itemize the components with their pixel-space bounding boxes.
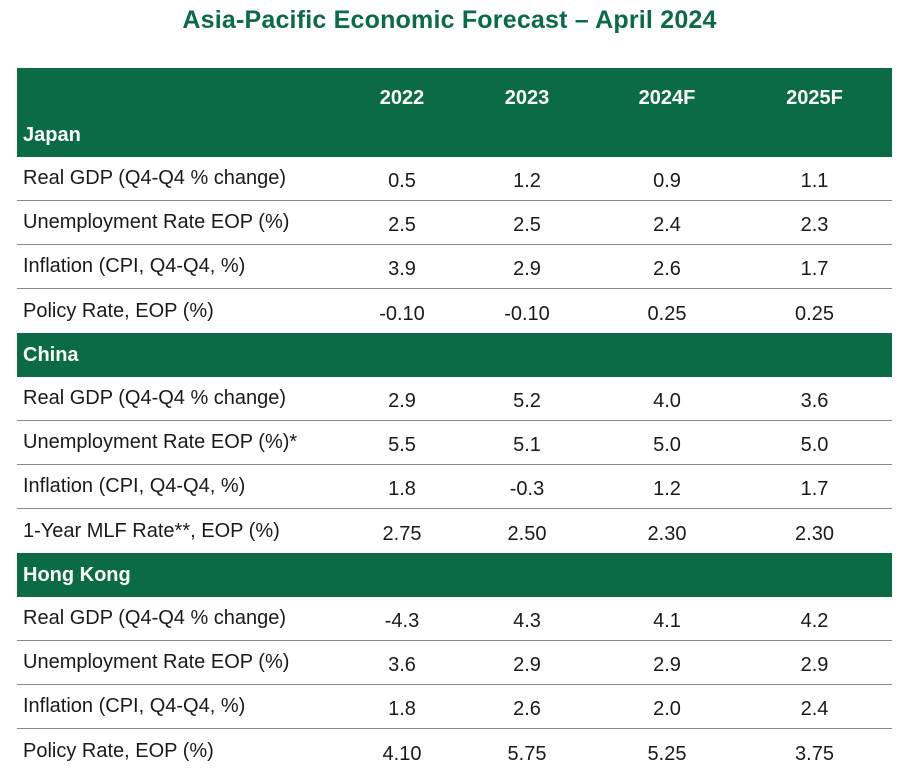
value-cell: 2.6 xyxy=(513,698,541,720)
table-row: Unemployment Rate EOP (%)* 5.5 5.1 5.0 5… xyxy=(17,421,892,465)
value-cell: 0.9 xyxy=(653,170,681,192)
row-label: Unemployment Rate EOP (%) xyxy=(23,211,290,233)
value-cell: 2.9 xyxy=(513,258,541,280)
value-cell: 2.4 xyxy=(653,214,681,236)
table-row: Unemployment Rate EOP (%) 2.5 2.5 2.4 2.… xyxy=(17,201,892,245)
value-cell: 1.8 xyxy=(388,698,416,720)
value-cell: 2.6 xyxy=(653,258,681,280)
value-cell: -0.10 xyxy=(379,302,425,325)
value-cell: 1.7 xyxy=(800,478,829,500)
value-cell: 2.9 xyxy=(653,654,681,676)
value-cell: 4.0 xyxy=(653,390,681,412)
value-cell: 3.6 xyxy=(800,390,829,412)
column-header: 2024F xyxy=(638,87,696,109)
value-cell: 1.2 xyxy=(513,170,541,192)
table-row: Unemployment Rate EOP (%) 3.6 2.9 2.9 2.… xyxy=(17,641,892,685)
value-cell: 0.25 xyxy=(795,302,834,325)
table-row: Policy Rate, EOP (%) -0.10 -0.10 0.25 0.… xyxy=(17,289,892,333)
value-cell: 2.9 xyxy=(800,654,829,676)
column-header: 2025F xyxy=(786,87,843,109)
row-label: Unemployment Rate EOP (%) xyxy=(23,651,290,673)
value-cell: 2.0 xyxy=(653,698,681,720)
forecast-table: 2022 2023 2024F 2025F Japan Real GDP (Q4… xyxy=(17,68,892,773)
value-cell: 5.25 xyxy=(647,742,687,765)
value-cell: 2.3 xyxy=(800,214,829,236)
value-cell: 4.2 xyxy=(800,610,829,632)
row-label: Policy Rate, EOP (%) xyxy=(23,299,214,322)
value-cell: -0.10 xyxy=(504,302,550,325)
table-row: Real GDP (Q4-Q4 % change) 2.9 5.2 4.0 3.… xyxy=(17,377,892,421)
table-row: Real GDP (Q4-Q4 % change) -4.3 4.3 4.1 4… xyxy=(17,597,892,641)
value-cell: 4.10 xyxy=(382,742,422,765)
value-cell: 2.4 xyxy=(800,698,829,720)
value-cell: 5.0 xyxy=(653,434,681,456)
row-label: Real GDP (Q4-Q4 % change) xyxy=(23,167,287,189)
value-cell: 5.1 xyxy=(513,434,541,456)
value-cell: 2.30 xyxy=(647,522,687,545)
value-cell: 2.5 xyxy=(513,214,541,236)
table-row: Inflation (CPI, Q4-Q4, %) 1.8 -0.3 1.2 1… xyxy=(17,465,892,509)
value-cell: 3.9 xyxy=(388,258,416,280)
value-cell: 2.5 xyxy=(388,214,416,236)
table-row: Inflation (CPI, Q4-Q4, %) 3.9 2.9 2.6 1.… xyxy=(17,245,892,289)
row-label: Inflation (CPI, Q4-Q4, %) xyxy=(23,475,246,497)
table-row: Real GDP (Q4-Q4 % change) 0.5 1.2 0.9 1.… xyxy=(17,157,892,201)
row-label: Unemployment Rate EOP (%)* xyxy=(23,431,298,453)
value-cell: 5.2 xyxy=(513,390,541,412)
value-cell: 2.9 xyxy=(388,390,416,412)
value-cell: 4.1 xyxy=(653,610,681,632)
table-row: 1-Year MLF Rate**, EOP (%) 2.75 2.50 2.3… xyxy=(17,509,892,553)
row-label: Policy Rate, EOP (%) xyxy=(23,739,214,762)
value-cell: 0.5 xyxy=(388,170,416,192)
page-title: Asia-Pacific Economic Forecast – April 2… xyxy=(182,6,717,34)
table-row: Inflation (CPI, Q4-Q4, %) 1.8 2.6 2.0 2.… xyxy=(17,685,892,729)
section-header-china: China xyxy=(17,333,892,377)
value-cell: 5.5 xyxy=(388,434,416,456)
row-label: Inflation (CPI, Q4-Q4, %) xyxy=(23,255,246,277)
value-cell: 3.75 xyxy=(795,742,834,765)
value-cell: 0.25 xyxy=(647,302,687,325)
value-cell: -4.3 xyxy=(384,610,420,632)
column-header: 2023 xyxy=(504,87,550,109)
section-header-hong-kong: Hong Kong xyxy=(17,553,892,597)
value-cell: 1.8 xyxy=(388,478,416,500)
table-header-row: 2022 2023 2024F 2025F xyxy=(17,68,892,113)
value-cell: 1.7 xyxy=(800,258,829,280)
value-cell: 5.75 xyxy=(507,742,547,765)
value-cell: 2.9 xyxy=(513,654,541,676)
column-header: 2022 xyxy=(379,87,425,109)
value-cell: -0.3 xyxy=(509,478,545,500)
value-cell: 4.3 xyxy=(513,610,541,632)
row-label: Inflation (CPI, Q4-Q4, %) xyxy=(23,695,246,717)
value-cell: 5.0 xyxy=(800,434,829,456)
value-cell: 2.50 xyxy=(507,522,547,545)
value-cell: 2.75 xyxy=(382,522,422,545)
value-cell: 3.6 xyxy=(388,654,416,676)
table-row: Policy Rate, EOP (%) 4.10 5.75 5.25 3.75 xyxy=(17,729,892,773)
value-cell: 2.30 xyxy=(795,522,834,545)
row-label: 1-Year MLF Rate**, EOP (%) xyxy=(23,519,280,542)
value-cell: 1.2 xyxy=(653,478,681,500)
value-cell: 1.1 xyxy=(800,170,829,192)
section-header-japan: Japan xyxy=(17,113,892,157)
row-label: Real GDP (Q4-Q4 % change) xyxy=(23,607,287,629)
row-label: Real GDP (Q4-Q4 % change) xyxy=(23,387,287,409)
